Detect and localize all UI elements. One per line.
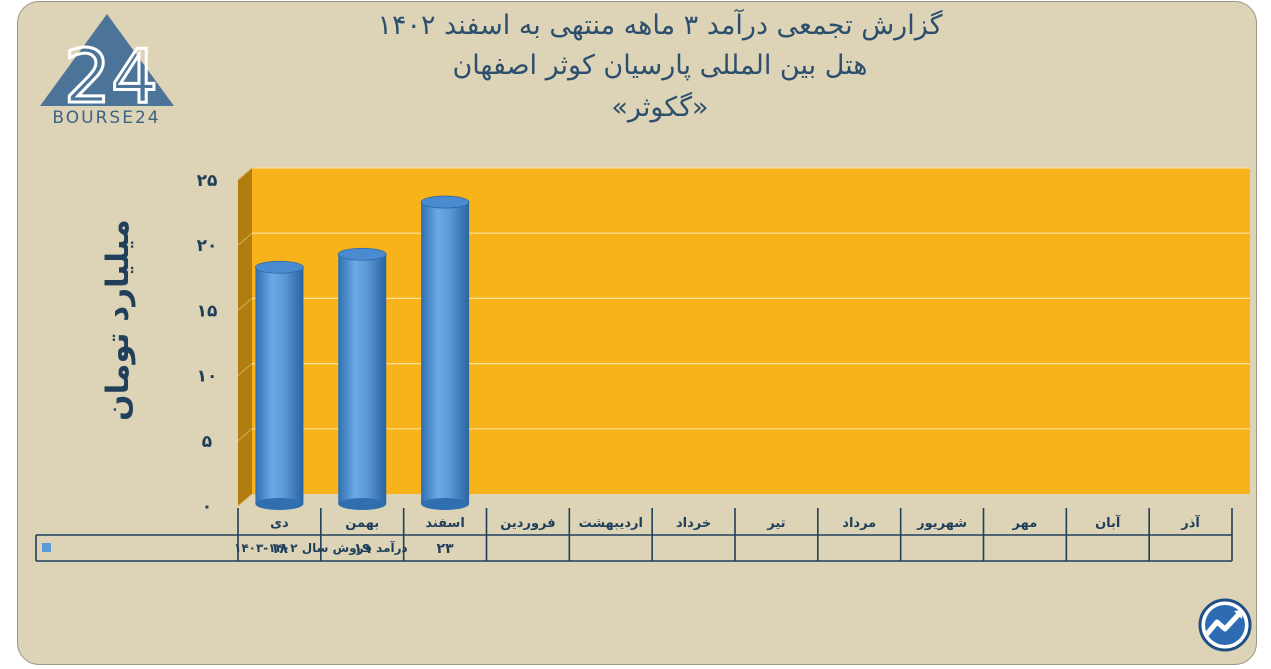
bar-base [338, 498, 387, 510]
chart-subtitle-symbol: «گکوثر» [611, 92, 709, 123]
bar [337, 247, 387, 510]
x-tick-label: مهر [1012, 516, 1038, 531]
gridline-side [237, 232, 253, 246]
bar-top [420, 195, 470, 209]
gridline-side [237, 167, 253, 181]
plot-area [238, 168, 1250, 506]
y-tick-label: ۱۰ [197, 367, 218, 387]
x-tick-label: فروردین [500, 516, 555, 531]
data-label: ۱۹ [354, 541, 372, 557]
plot-back-wall [252, 168, 1250, 494]
x-tick-label: بهمن [345, 516, 379, 531]
bar-body [421, 202, 470, 504]
x-tick-label: شهریور [916, 516, 967, 531]
gridline-side [237, 428, 253, 442]
gridline-side [237, 298, 253, 311]
x-tick-label: مرداد [842, 516, 876, 531]
y-tick-label: ۱۵ [197, 301, 218, 321]
bar [255, 260, 304, 510]
x-tick-label: خرداد [676, 516, 711, 531]
x-tick-label: اردیبهشت [579, 516, 643, 531]
bourse24-logo: 24 [40, 14, 174, 122]
y-tick-label: ۲۵ [197, 171, 218, 191]
x-tick-label: دی [270, 516, 289, 531]
y-tick-label: ۵ [202, 432, 212, 452]
series-label: درآمد فروش سال ۱۴۰۲-۱۴۰۳ [234, 540, 408, 556]
gridline-side [237, 493, 253, 507]
bar-base [421, 498, 470, 510]
chart-subtitle: هتل بین المللی پارسیان کوثر اصفهان [452, 50, 868, 81]
bar [420, 195, 470, 510]
bar-top [255, 260, 304, 274]
logo-mark: 24 [64, 34, 158, 120]
trend-chart-icon [1198, 598, 1252, 652]
bars [255, 195, 470, 510]
y-tick-label: ۲۰ [197, 236, 218, 256]
logo-text: BOURSE24 [52, 108, 161, 128]
plot-side-wall [238, 168, 252, 506]
x-tick-label: آبان [1095, 514, 1121, 531]
y-axis-ticks: ۰ ۵ ۱۰ ۱۵ ۲۰ ۲۵ [197, 171, 218, 517]
x-tick-label: اسفند [425, 516, 464, 531]
data-label: ۱۸ [271, 541, 289, 557]
y-tick-label: ۰ [202, 497, 212, 517]
bar-body [255, 267, 304, 504]
bar-top [337, 247, 387, 261]
legend-key [42, 543, 51, 552]
bar-base [255, 498, 304, 510]
gridline-side [237, 363, 253, 376]
bar-body [338, 254, 387, 504]
x-tick-label: آذر [1180, 514, 1200, 531]
gridlines [237, 167, 1250, 507]
data-table: دی بهمن اسفند فروردین اردیبهشت خرداد تیر مرداد ش… [35, 508, 1233, 562]
data-label: ۲۳ [437, 541, 455, 557]
chart-title: گزارش تجمعی درآمد ۳ ماهه منتهی به اسفند … [377, 10, 943, 41]
x-tick-label: تیر [766, 516, 785, 531]
